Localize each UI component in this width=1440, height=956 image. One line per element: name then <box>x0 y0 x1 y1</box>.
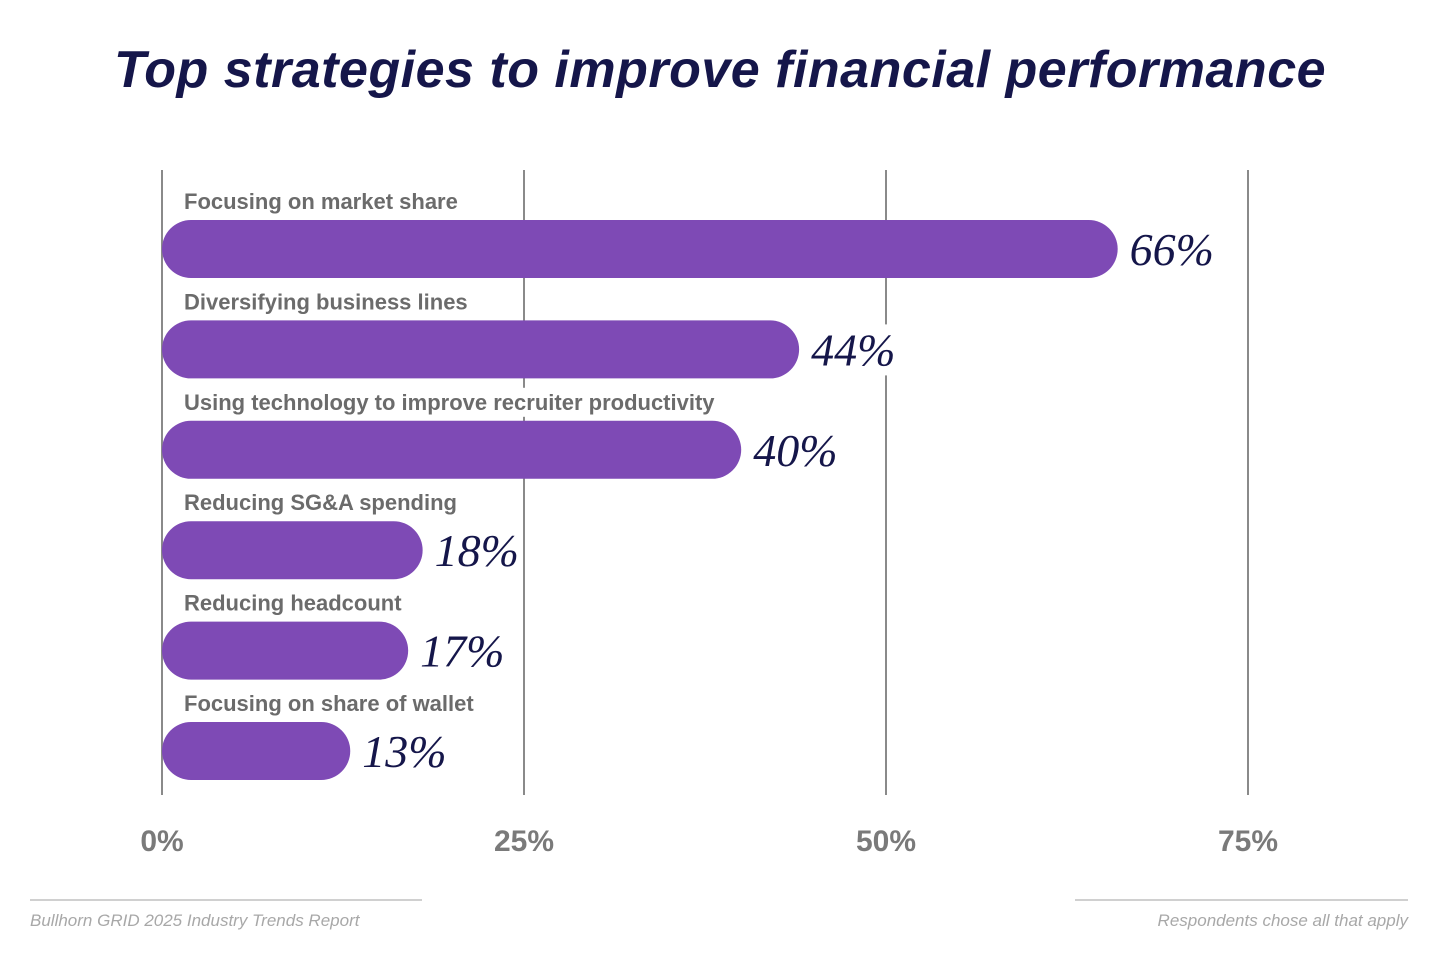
category-label-background <box>180 387 720 417</box>
footer-divider-right <box>1075 899 1408 901</box>
category-label: Reducing headcount <box>184 591 402 616</box>
footer-divider-left <box>30 899 422 901</box>
respondents-note: Respondents chose all that apply <box>1157 911 1408 930</box>
value-label-background <box>751 424 840 476</box>
bar <box>162 220 1118 278</box>
category-label-background <box>180 187 462 216</box>
value-label: 66% <box>1130 224 1214 275</box>
category-label-background <box>180 287 472 317</box>
source-note: Bullhorn GRID 2025 Industry Trends Repor… <box>30 911 360 930</box>
x-tick-label: 25% <box>494 825 554 858</box>
bar <box>162 621 409 680</box>
value-label-background <box>432 525 521 577</box>
value-label: 13% <box>362 726 446 777</box>
value-label: 40% <box>753 425 837 476</box>
value-label-background <box>360 726 449 777</box>
bar <box>162 420 742 479</box>
bar <box>162 722 351 780</box>
category-label: Diversifying business lines <box>184 289 468 314</box>
x-tick-label: 0% <box>140 825 183 858</box>
value-label: 17% <box>420 626 504 677</box>
bar <box>162 521 423 580</box>
value-label: 44% <box>811 324 895 375</box>
category-label-background <box>180 588 407 618</box>
category-label: Focusing on market share <box>184 189 458 214</box>
value-label-background <box>1127 224 1217 275</box>
bar <box>162 320 800 379</box>
category-label-background <box>180 488 461 518</box>
value-label-background <box>809 324 898 376</box>
category-label-background <box>180 689 479 718</box>
value-label: 18% <box>435 525 519 576</box>
category-label: Reducing SG&A spending <box>184 490 457 515</box>
category-label: Using technology to improve recruiter pr… <box>184 390 715 415</box>
chart-title: Top strategies to improve financial perf… <box>113 41 1327 99</box>
x-tick-label: 50% <box>856 825 916 858</box>
category-label: Focusing on share of wallet <box>184 691 474 716</box>
x-tick-label: 75% <box>1218 825 1278 858</box>
value-label-background <box>418 625 507 677</box>
